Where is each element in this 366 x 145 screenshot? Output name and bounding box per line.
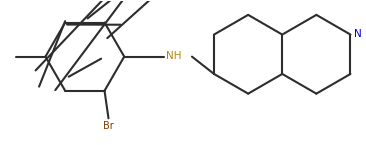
Text: Br: Br [103, 122, 114, 132]
Text: N: N [354, 29, 362, 39]
Text: NH: NH [166, 51, 182, 61]
